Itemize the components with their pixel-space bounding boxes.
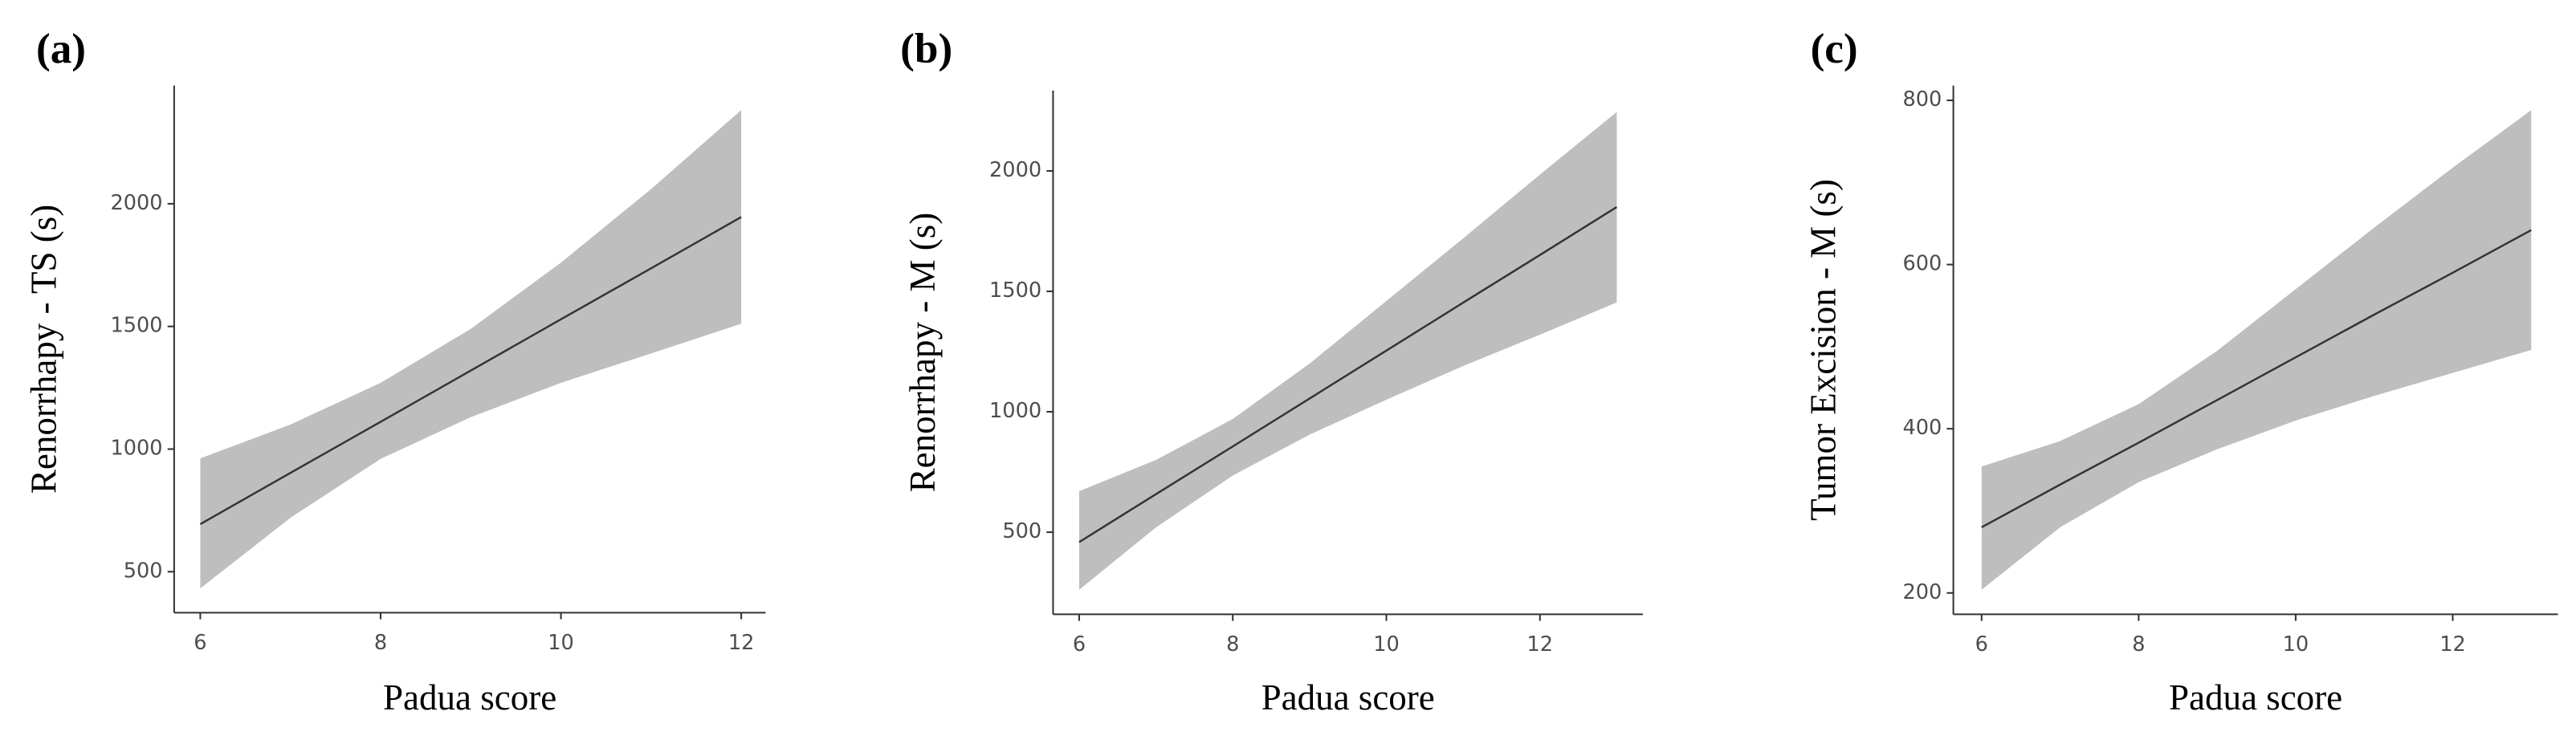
y-tick-label: 200 bbox=[1902, 580, 1942, 604]
x-tick-label: 8 bbox=[2132, 632, 2145, 657]
y-axis-label: Tumor Excision - M (s) bbox=[1803, 179, 1843, 521]
y-axis-label: Renorrhapy - M (s) bbox=[903, 213, 943, 493]
y-tick-label: 400 bbox=[1902, 416, 1942, 440]
y-tick-label: 2000 bbox=[110, 191, 162, 215]
x-tick-label: 12 bbox=[2439, 632, 2466, 657]
y-tick-label: 800 bbox=[1902, 87, 1942, 112]
x-tick-label: 10 bbox=[2283, 632, 2309, 657]
y-tick-label: 600 bbox=[1902, 252, 1942, 276]
x-tick-label: 12 bbox=[1527, 632, 1554, 657]
x-axis-label: Padua score bbox=[1262, 677, 1435, 718]
y-tick-label: 1500 bbox=[110, 314, 162, 338]
x-tick-label: 10 bbox=[1373, 632, 1400, 657]
x-tick-label: 8 bbox=[374, 631, 387, 655]
fit-line bbox=[1981, 229, 2532, 529]
confidence-band bbox=[200, 110, 742, 589]
x-tick-label: 6 bbox=[1975, 632, 1988, 657]
y-tick-label: 2000 bbox=[989, 158, 1041, 182]
fit-line bbox=[199, 216, 742, 526]
y-tick-label: 500 bbox=[1002, 519, 1041, 543]
x-tick-label: 8 bbox=[1226, 632, 1239, 657]
x-axis-label: Padua score bbox=[2169, 677, 2342, 718]
panel-title: (c) bbox=[1811, 25, 1858, 72]
x-axis-label: Padua score bbox=[383, 677, 556, 718]
fit-line bbox=[1078, 205, 1618, 543]
y-tick-label: 1500 bbox=[989, 279, 1041, 303]
x-tick-label: 6 bbox=[194, 631, 206, 655]
y-tick-label: 1000 bbox=[110, 437, 162, 461]
y-tick-label: 500 bbox=[124, 559, 163, 583]
x-tick-label: 6 bbox=[1073, 632, 1086, 657]
x-tick-label: 10 bbox=[548, 631, 574, 655]
confidence-band bbox=[1981, 110, 2532, 590]
panel-title: (a) bbox=[36, 25, 86, 72]
confidence-band bbox=[1078, 112, 1617, 590]
y-tick-label: 1000 bbox=[989, 399, 1041, 423]
panel-title: (b) bbox=[900, 25, 952, 72]
y-axis-label: Renorrhapy - TS (s) bbox=[24, 205, 64, 494]
x-tick-label: 12 bbox=[728, 631, 755, 655]
